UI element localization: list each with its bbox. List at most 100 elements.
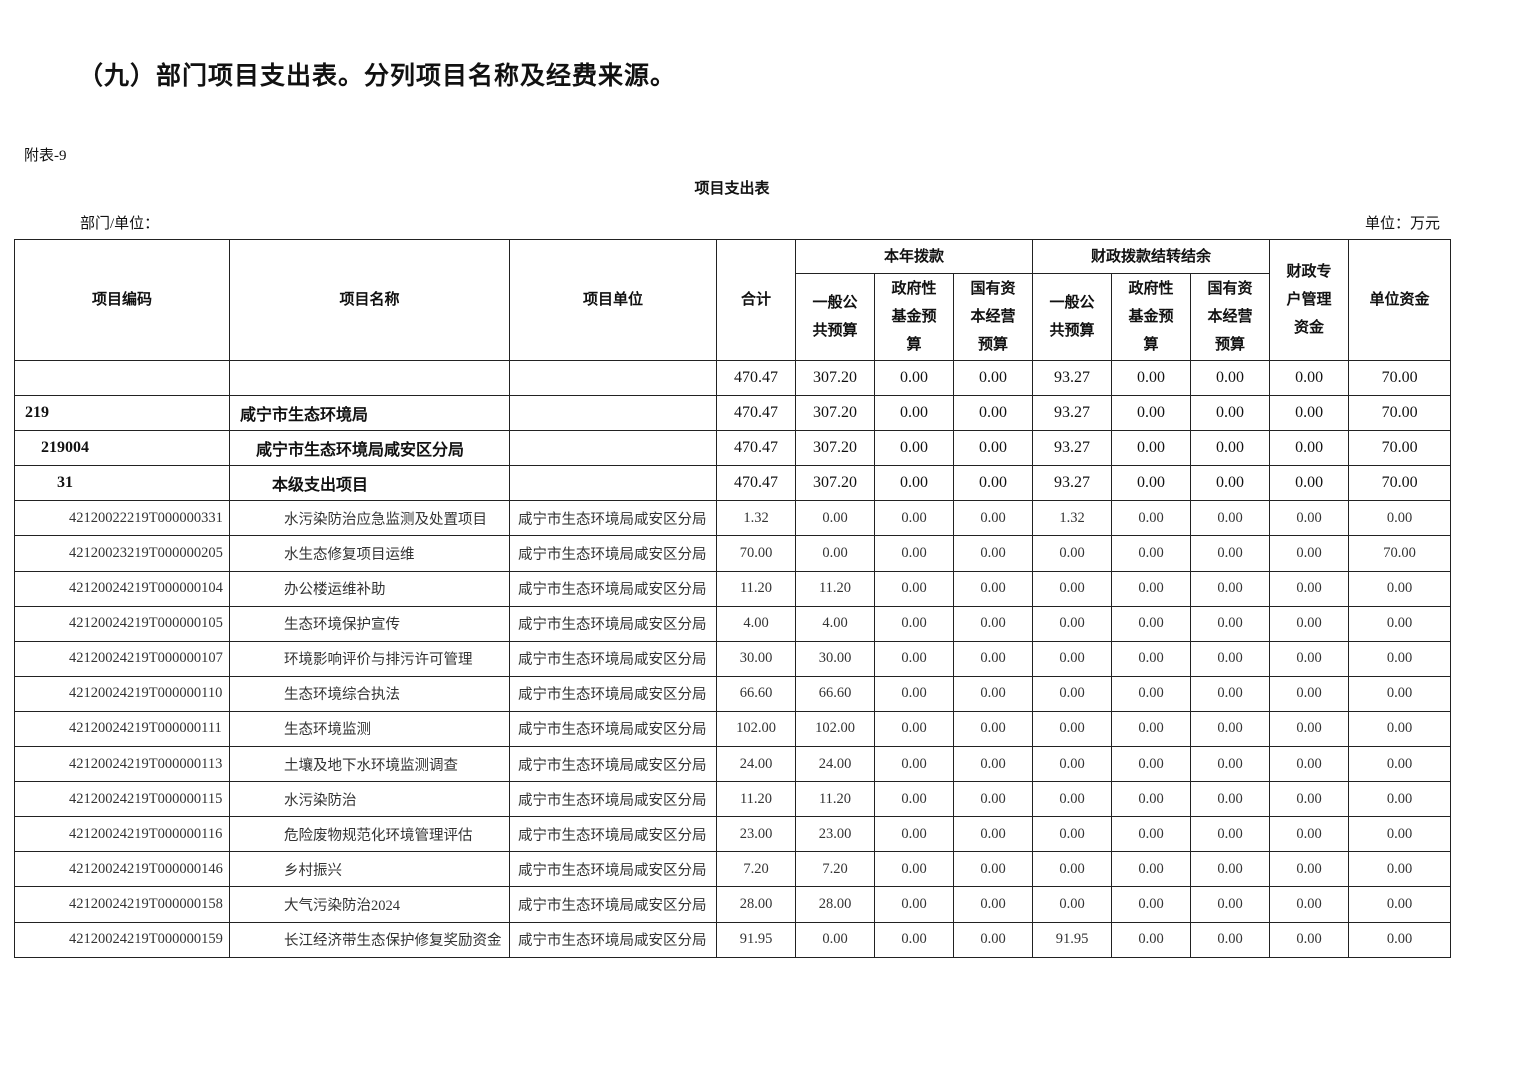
state-capital-carryover-cell: 0.00 bbox=[1190, 500, 1271, 537]
state-capital-cell: 0.00 bbox=[952, 465, 1034, 502]
gov-fund-cell: 0.00 bbox=[874, 921, 954, 958]
project-name-cell: 咸宁市生态环境局 bbox=[229, 395, 510, 432]
gov-fund-cell: 0.00 bbox=[874, 395, 954, 432]
gov-fund-carryover-cell: 0.00 bbox=[1111, 816, 1192, 853]
project-name-cell: 长江经济带生态保护修复奖励资金 bbox=[229, 921, 510, 958]
gov-fund-carryover-cell: 0.00 bbox=[1111, 746, 1192, 783]
general-public-carryover-cell: 93.27 bbox=[1032, 395, 1113, 432]
unit-funds-cell: 0.00 bbox=[1348, 710, 1452, 748]
state-capital-cell: 0.00 bbox=[952, 781, 1034, 818]
table-body: 470.47 307.20 0.00 0.00 93.27 0.00 0.00 0.00 70.… bbox=[14, 359, 1452, 958]
project-code-cell: 219004 bbox=[14, 430, 230, 467]
unit-funds-cell: 0.00 bbox=[1348, 640, 1452, 677]
project-code-cell: 42120024219T000000159 bbox=[14, 921, 230, 958]
state-capital-cell: 0.00 bbox=[952, 640, 1034, 677]
special-account-cell: 0.00 bbox=[1269, 395, 1350, 432]
table-row: 42120024219T000000158 大气污染防治2024 咸宁市生态环境局咸… bbox=[14, 886, 1452, 923]
general-public-carryover-cell: 0.00 bbox=[1032, 675, 1113, 712]
state-capital-cell: 0.00 bbox=[952, 816, 1034, 853]
project-code-cell: 42120024219T000000113 bbox=[14, 746, 230, 783]
gov-fund-cell: 0.00 bbox=[874, 605, 954, 642]
unit-funds-cell: 0.00 bbox=[1348, 781, 1452, 818]
header-special-account: 财政专户管理资金 bbox=[1269, 239, 1350, 361]
state-capital-cell: 0.00 bbox=[952, 570, 1034, 607]
unit-funds-cell: 70.00 bbox=[1348, 430, 1452, 467]
special-account-cell: 0.00 bbox=[1269, 535, 1350, 572]
unit-funds-cell: 0.00 bbox=[1348, 570, 1452, 607]
project-name-cell: 生态环境综合执法 bbox=[229, 675, 510, 712]
state-capital-cell: 0.00 bbox=[952, 535, 1034, 572]
gov-fund-carryover-cell: 0.00 bbox=[1111, 921, 1192, 958]
header-unit-funds: 单位资金 bbox=[1348, 239, 1452, 361]
total-cell: 4.00 bbox=[716, 605, 796, 642]
header-gov-fund: 政府性基金预算 bbox=[874, 273, 954, 361]
project-code-cell: 31 bbox=[14, 465, 230, 502]
general-public-cell: 7.20 bbox=[795, 851, 875, 888]
project-name-cell: 水污染防治应急监测及处置项目 bbox=[229, 500, 510, 537]
gov-fund-carryover-cell: 0.00 bbox=[1111, 465, 1192, 502]
project-code-cell: 42120023219T000000205 bbox=[14, 535, 230, 572]
general-public-cell: 307.20 bbox=[795, 430, 875, 467]
project-name-cell: 危险废物规范化环境管理评估 bbox=[229, 816, 510, 853]
special-account-cell: 0.00 bbox=[1269, 746, 1350, 783]
general-public-cell: 0.00 bbox=[795, 921, 875, 958]
gov-fund-cell: 0.00 bbox=[874, 675, 954, 712]
table-row: 42120024219T000000111 生态环境监测 咸宁市生态环境局咸安区分局… bbox=[14, 710, 1452, 748]
special-account-cell: 0.00 bbox=[1269, 921, 1350, 958]
table-row: 470.47 307.20 0.00 0.00 93.27 0.00 0.00 0.00 70.… bbox=[14, 359, 1452, 397]
general-public-carryover-cell: 0.00 bbox=[1032, 886, 1113, 923]
gov-fund-carryover-cell: 0.00 bbox=[1111, 781, 1192, 818]
gov-fund-cell: 0.00 bbox=[874, 746, 954, 783]
state-capital-carryover-cell: 0.00 bbox=[1190, 430, 1271, 467]
special-account-cell: 0.00 bbox=[1269, 500, 1350, 537]
project-code-cell: 42120024219T000000116 bbox=[14, 816, 230, 853]
total-cell: 30.00 bbox=[716, 640, 796, 677]
project-unit-cell: 咸宁市生态环境局咸安区分局 bbox=[509, 851, 717, 888]
state-capital-cell: 0.00 bbox=[952, 500, 1034, 537]
total-cell: 11.20 bbox=[716, 570, 796, 607]
general-public-carryover-cell: 0.00 bbox=[1032, 746, 1113, 783]
table-row: 42120024219T000000110 生态环境综合执法 咸宁市生态环境局咸安区… bbox=[14, 675, 1452, 712]
state-capital-cell: 0.00 bbox=[952, 430, 1034, 467]
project-code-cell: 42120024219T000000110 bbox=[14, 675, 230, 712]
header-state-capital: 国有资本经营预算 bbox=[952, 273, 1034, 361]
general-public-carryover-cell: 1.32 bbox=[1032, 500, 1113, 537]
gov-fund-carryover-cell: 0.00 bbox=[1111, 605, 1192, 642]
general-public-cell: 0.00 bbox=[795, 535, 875, 572]
project-expenditure-table: 项目编码 项目名称 项目单位 合计 本年拨款 财政拨款结转结余 财政专户管理资金… bbox=[14, 239, 1452, 958]
state-capital-carryover-cell: 0.00 bbox=[1190, 570, 1271, 607]
special-account-cell: 0.00 bbox=[1269, 675, 1350, 712]
general-public-cell: 66.60 bbox=[795, 675, 875, 712]
unit-funds-cell: 0.00 bbox=[1348, 816, 1452, 853]
project-code-cell: 42120024219T000000115 bbox=[14, 781, 230, 818]
unit-funds-cell: 0.00 bbox=[1348, 851, 1452, 888]
general-public-cell: 0.00 bbox=[795, 500, 875, 537]
special-account-cell: 0.00 bbox=[1269, 430, 1350, 467]
total-cell: 66.60 bbox=[716, 675, 796, 712]
state-capital-carryover-cell: 0.00 bbox=[1190, 816, 1271, 853]
special-account-cell: 0.00 bbox=[1269, 640, 1350, 677]
project-unit-cell: 咸宁市生态环境局咸安区分局 bbox=[509, 675, 717, 712]
state-capital-cell: 0.00 bbox=[952, 886, 1034, 923]
total-cell: 91.95 bbox=[716, 921, 796, 958]
project-name-cell: 土壤及地下水环境监测调查 bbox=[229, 746, 510, 783]
special-account-cell: 0.00 bbox=[1269, 359, 1350, 397]
gov-fund-cell: 0.00 bbox=[874, 816, 954, 853]
state-capital-carryover-cell: 0.00 bbox=[1190, 395, 1271, 432]
general-public-carryover-cell: 0.00 bbox=[1032, 710, 1113, 748]
total-cell: 24.00 bbox=[716, 746, 796, 783]
project-code-cell: 42120024219T000000146 bbox=[14, 851, 230, 888]
unit-funds-cell: 70.00 bbox=[1348, 535, 1452, 572]
table-row: 219 咸宁市生态环境局 470.47 307.20 0.00 0.00 93.27 0.00… bbox=[14, 395, 1452, 432]
table-row: 42120023219T000000205 水生态修复项目运维 咸宁市生态环境局咸安… bbox=[14, 535, 1452, 572]
table-row: 42120024219T000000115 水污染防治 咸宁市生态环境局咸安区分局 1… bbox=[14, 781, 1452, 818]
unit-funds-cell: 70.00 bbox=[1348, 395, 1452, 432]
project-name-cell: 咸宁市生态环境局咸安区分局 bbox=[229, 430, 510, 467]
table-row: 31 本级支出项目 470.47 307.20 0.00 0.00 93.27 0.00 0.0… bbox=[14, 465, 1452, 502]
table-row: 42120024219T000000116 危险废物规范化环境管理评估 咸宁市生态环… bbox=[14, 816, 1452, 853]
general-public-cell: 102.00 bbox=[795, 710, 875, 748]
general-public-carryover-cell: 0.00 bbox=[1032, 535, 1113, 572]
gov-fund-cell: 0.00 bbox=[874, 640, 954, 677]
project-code-cell: 42120024219T000000105 bbox=[14, 605, 230, 642]
project-unit-cell: 咸宁市生态环境局咸安区分局 bbox=[509, 781, 717, 818]
